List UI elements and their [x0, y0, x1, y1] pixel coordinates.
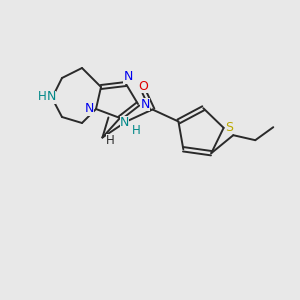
- Text: H: H: [106, 134, 115, 147]
- Text: S: S: [225, 121, 232, 134]
- Text: O: O: [139, 80, 148, 93]
- Text: N: N: [123, 70, 133, 83]
- Text: N: N: [120, 116, 129, 129]
- Text: N: N: [140, 98, 150, 110]
- Text: H: H: [132, 124, 141, 137]
- Text: N: N: [84, 103, 94, 116]
- Text: N: N: [46, 91, 56, 103]
- Text: H: H: [38, 89, 46, 103]
